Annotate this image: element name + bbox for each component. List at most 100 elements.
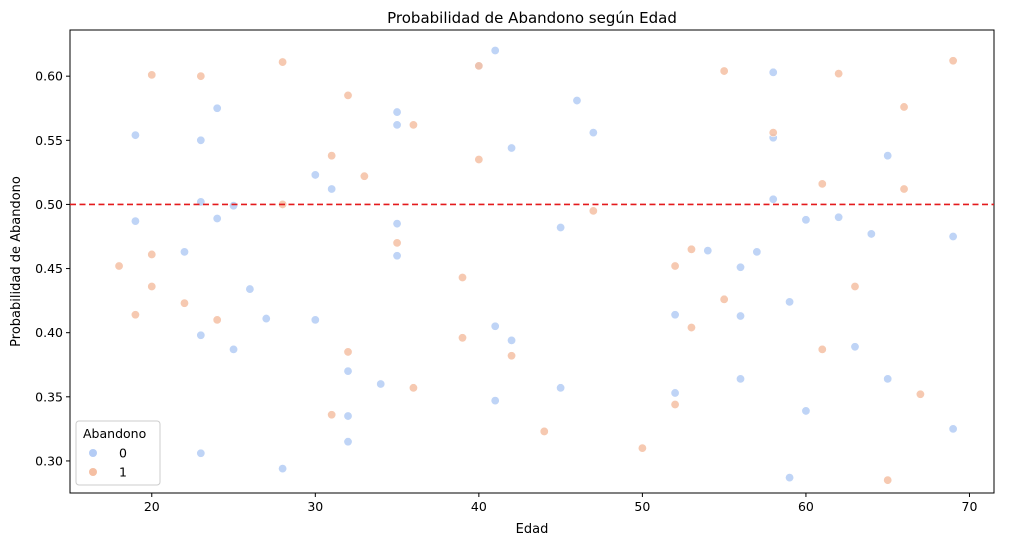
scatter-point-0 <box>490 396 500 406</box>
scatter-point-1 <box>588 206 598 216</box>
scatter-point-0 <box>948 424 958 434</box>
scatter-point-0 <box>310 315 320 325</box>
scatter-point-1 <box>915 389 925 399</box>
legend-marker-1 <box>89 468 97 476</box>
scatter-point-0 <box>588 128 598 138</box>
scatter-point-0 <box>196 330 206 340</box>
scatter-point-1 <box>719 66 729 76</box>
scatter-point-0 <box>736 311 746 321</box>
scatter-point-0 <box>948 231 958 241</box>
x-tick-label: 50 <box>634 499 650 514</box>
scatter-point-1 <box>179 298 189 308</box>
x-axis-title: Edad <box>516 522 549 537</box>
scatter-point-0 <box>130 216 140 226</box>
scatter-point-1 <box>686 244 696 254</box>
scatter-point-1 <box>196 71 206 81</box>
scatter-point-1 <box>768 128 778 138</box>
scatter-point-1 <box>130 310 140 320</box>
scatter-point-0 <box>572 96 582 106</box>
scatter-point-1 <box>817 179 827 189</box>
scatter-point-0 <box>801 406 811 416</box>
scatter-point-1 <box>670 400 680 410</box>
scatter-point-1 <box>114 261 124 271</box>
scatter-point-1 <box>408 383 418 393</box>
chart-title: Probabilidad de Abandono según Edad <box>387 9 677 27</box>
legend-title: Abandono <box>83 426 146 441</box>
scatter-point-1 <box>408 120 418 130</box>
scatter-point-0 <box>866 229 876 239</box>
scatter-point-0 <box>785 297 795 307</box>
scatter-point-1 <box>474 155 484 165</box>
x-tick-label: 60 <box>798 499 814 514</box>
scatter-point-1 <box>392 238 402 248</box>
x-tick-label: 40 <box>471 499 487 514</box>
scatter-point-0 <box>490 46 500 56</box>
scatter-point-0 <box>850 342 860 352</box>
scatter-point-0 <box>327 184 337 194</box>
scatter-point-0 <box>392 107 402 117</box>
scatter-point-0 <box>212 103 222 113</box>
y-tick-label: 0.45 <box>35 261 63 276</box>
scatter-point-1 <box>147 282 157 292</box>
scatter-point-0 <box>310 170 320 180</box>
scatter-point-0 <box>768 194 778 204</box>
scatter-point-0 <box>196 135 206 145</box>
y-axis-title: Probabilidad de Abandono <box>9 176 24 347</box>
scatter-point-1 <box>899 102 909 112</box>
scatter-point-0 <box>883 374 893 384</box>
scatter-point-0 <box>130 130 140 140</box>
scatter-point-1 <box>637 443 647 453</box>
x-tick-label: 70 <box>962 499 978 514</box>
scatter-point-0 <box>703 246 713 256</box>
scatter-point-0 <box>229 344 239 354</box>
scatter-point-0 <box>196 448 206 458</box>
scatter-point-1 <box>507 351 517 361</box>
y-tick-label: 0.55 <box>35 133 63 148</box>
legend: Abandono 0 1 <box>75 420 161 486</box>
scatter-point-0 <box>392 120 402 130</box>
scatter-point-0 <box>670 388 680 398</box>
y-tick-label: 0.60 <box>35 69 63 84</box>
scatter-point-1 <box>212 315 222 325</box>
scatter-point-1 <box>686 323 696 333</box>
scatter-point-1 <box>948 56 958 66</box>
scatter-point-0 <box>736 262 746 272</box>
scatter-point-1 <box>834 69 844 79</box>
y-tick-label: 0.40 <box>35 325 63 340</box>
x-axis: 20 30 40 50 60 70 <box>144 493 978 514</box>
scatter-point-1 <box>899 184 909 194</box>
x-tick-label: 30 <box>307 499 323 514</box>
legend-marker-0 <box>89 449 97 457</box>
scatter-point-0 <box>834 212 844 222</box>
scatter-point-0 <box>343 366 353 376</box>
y-tick-label: 0.50 <box>35 197 63 212</box>
scatter-point-0 <box>490 321 500 331</box>
legend-label-1: 1 <box>119 465 127 480</box>
legend-label-0: 0 <box>119 446 127 461</box>
scatter-point-1 <box>359 171 369 181</box>
scatter-point-0 <box>343 437 353 447</box>
scatter-point-0 <box>801 215 811 225</box>
scatter-point-1 <box>883 475 893 485</box>
scatter-point-0 <box>179 247 189 257</box>
scatter-point-0 <box>507 335 517 345</box>
scatter-point-0 <box>261 314 271 324</box>
x-tick-label: 20 <box>144 499 160 514</box>
scatter-point-1 <box>850 282 860 292</box>
scatter-point-0 <box>212 214 222 224</box>
scatter-point-0 <box>343 411 353 421</box>
scatter-point-0 <box>768 67 778 77</box>
scatter-point-1 <box>327 151 337 161</box>
scatter-point-1 <box>278 57 288 67</box>
scatter-point-0 <box>392 219 402 229</box>
scatter-point-0 <box>736 374 746 384</box>
y-tick-label: 0.30 <box>35 453 63 468</box>
scatter-point-0 <box>507 143 517 153</box>
scatter-point-1 <box>457 333 467 343</box>
scatter-point-1 <box>457 273 467 283</box>
scatter-point-1 <box>719 294 729 304</box>
scatter-point-0 <box>752 247 762 257</box>
scatter-point-0 <box>883 151 893 161</box>
scatter-point-1 <box>539 426 549 436</box>
